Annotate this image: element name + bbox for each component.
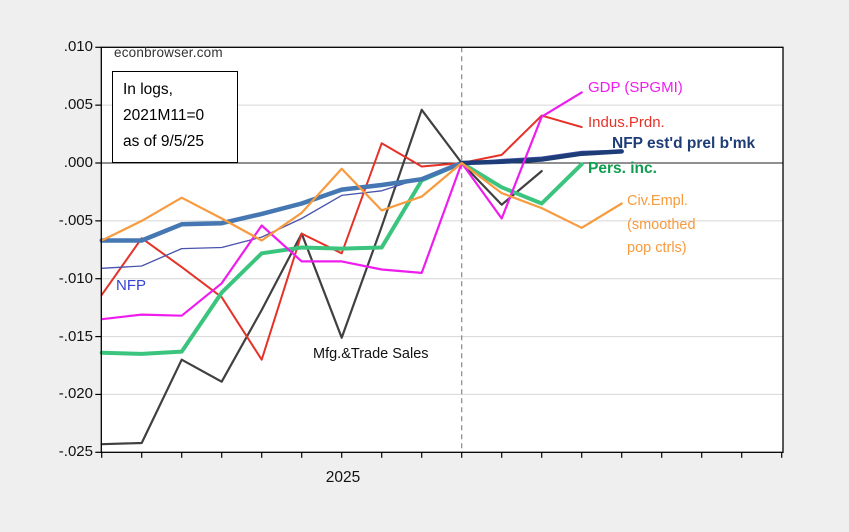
industrial-production-series-label: Indus.Prdn. bbox=[588, 114, 665, 131]
site-watermark: econbrowser.com bbox=[114, 45, 223, 60]
note-line-2: 2021M11=0 bbox=[123, 107, 205, 124]
series-line-nfp-est-d-prel-b-mk bbox=[99, 160, 464, 243]
series-line-pers-inc bbox=[99, 161, 584, 356]
civ-empl-label-line-1: Civ.Empl. bbox=[627, 193, 688, 209]
x-axis-year-label: 2025 bbox=[325, 469, 361, 486]
series-line-civ-empl-smoothed-pop-ctrls bbox=[100, 161, 623, 242]
y-tick-label: -.010 bbox=[58, 269, 93, 287]
y-tick-label: -.015 bbox=[58, 327, 93, 345]
personal-income-series-label: Pers. inc. bbox=[588, 160, 657, 177]
civ-empl-label-line-3: pop ctrls) bbox=[627, 240, 687, 256]
series-line-nfp-est-d-prel-b-mk bbox=[459, 149, 624, 166]
series-line-mfg-trade-sales bbox=[100, 108, 543, 446]
normalization-note-box: In logs, 2021M11=0 as of 9/5/25 bbox=[112, 71, 238, 163]
series-line-nfp bbox=[101, 149, 623, 269]
mfg-trade-sales-annotation: Mfg.&Trade Sales bbox=[313, 346, 429, 362]
y-tick-label: .000 bbox=[63, 154, 93, 171]
note-line-3: as of 9/5/25 bbox=[123, 133, 205, 150]
nfp-benchmark-series-label: NFP est'd prel b'mk bbox=[612, 135, 756, 152]
y-tick-label: -.005 bbox=[58, 211, 93, 229]
y-tick-label: .005 bbox=[63, 96, 93, 114]
y-tick-label: -.025 bbox=[58, 443, 93, 461]
y-tick-label: -.020 bbox=[58, 385, 93, 403]
gdp-series-label: GDP (SPGMI) bbox=[588, 79, 683, 96]
note-line-1: In logs, bbox=[123, 81, 173, 98]
plot-frame bbox=[100, 46, 784, 453]
y-tick-label: .010 bbox=[63, 38, 93, 56]
series-line-gdp-spgmi bbox=[100, 91, 583, 321]
nfp-series-annotation: NFP bbox=[116, 277, 146, 294]
series-line-indus-prdn bbox=[100, 114, 583, 361]
civilian-employment-series-label: Civ.Empl. (smoothed pop ctrls) bbox=[627, 190, 737, 261]
civ-empl-label-line-2: (smoothed bbox=[627, 216, 696, 233]
